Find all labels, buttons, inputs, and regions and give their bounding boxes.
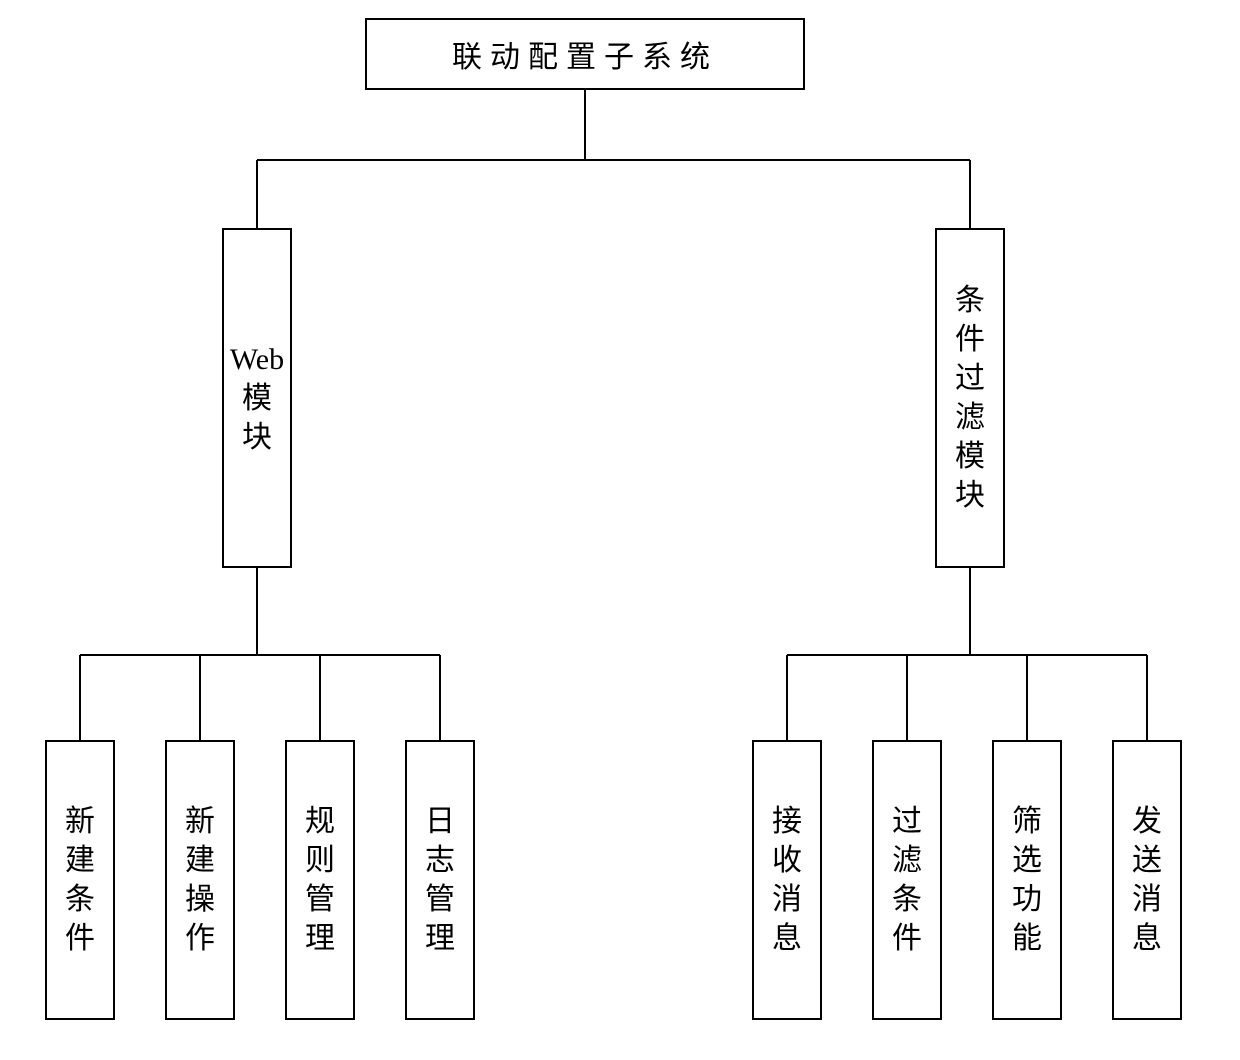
leaf-filter-condition: 过滤条件 xyxy=(872,740,942,1020)
leaf-new-condition: 新建条件 xyxy=(45,740,115,1020)
leaf-log-management: 日志管理 xyxy=(405,740,475,1020)
root-label: 联动配置子系统 xyxy=(452,32,718,76)
leaf-new-operation: 新建操作 xyxy=(165,740,235,1020)
leaf-rule-management: 规则管理 xyxy=(285,740,355,1020)
level2-condition-filter-module: 条件过滤模块 xyxy=(935,228,1005,568)
leaf-receive-message: 接收消息 xyxy=(752,740,822,1020)
leaf-send-message: 发送消息 xyxy=(1112,740,1182,1020)
leaf-select-function: 筛选功能 xyxy=(992,740,1062,1020)
level2-web-module: Web模块 xyxy=(222,228,292,568)
root-node: 联动配置子系统 xyxy=(365,18,805,90)
